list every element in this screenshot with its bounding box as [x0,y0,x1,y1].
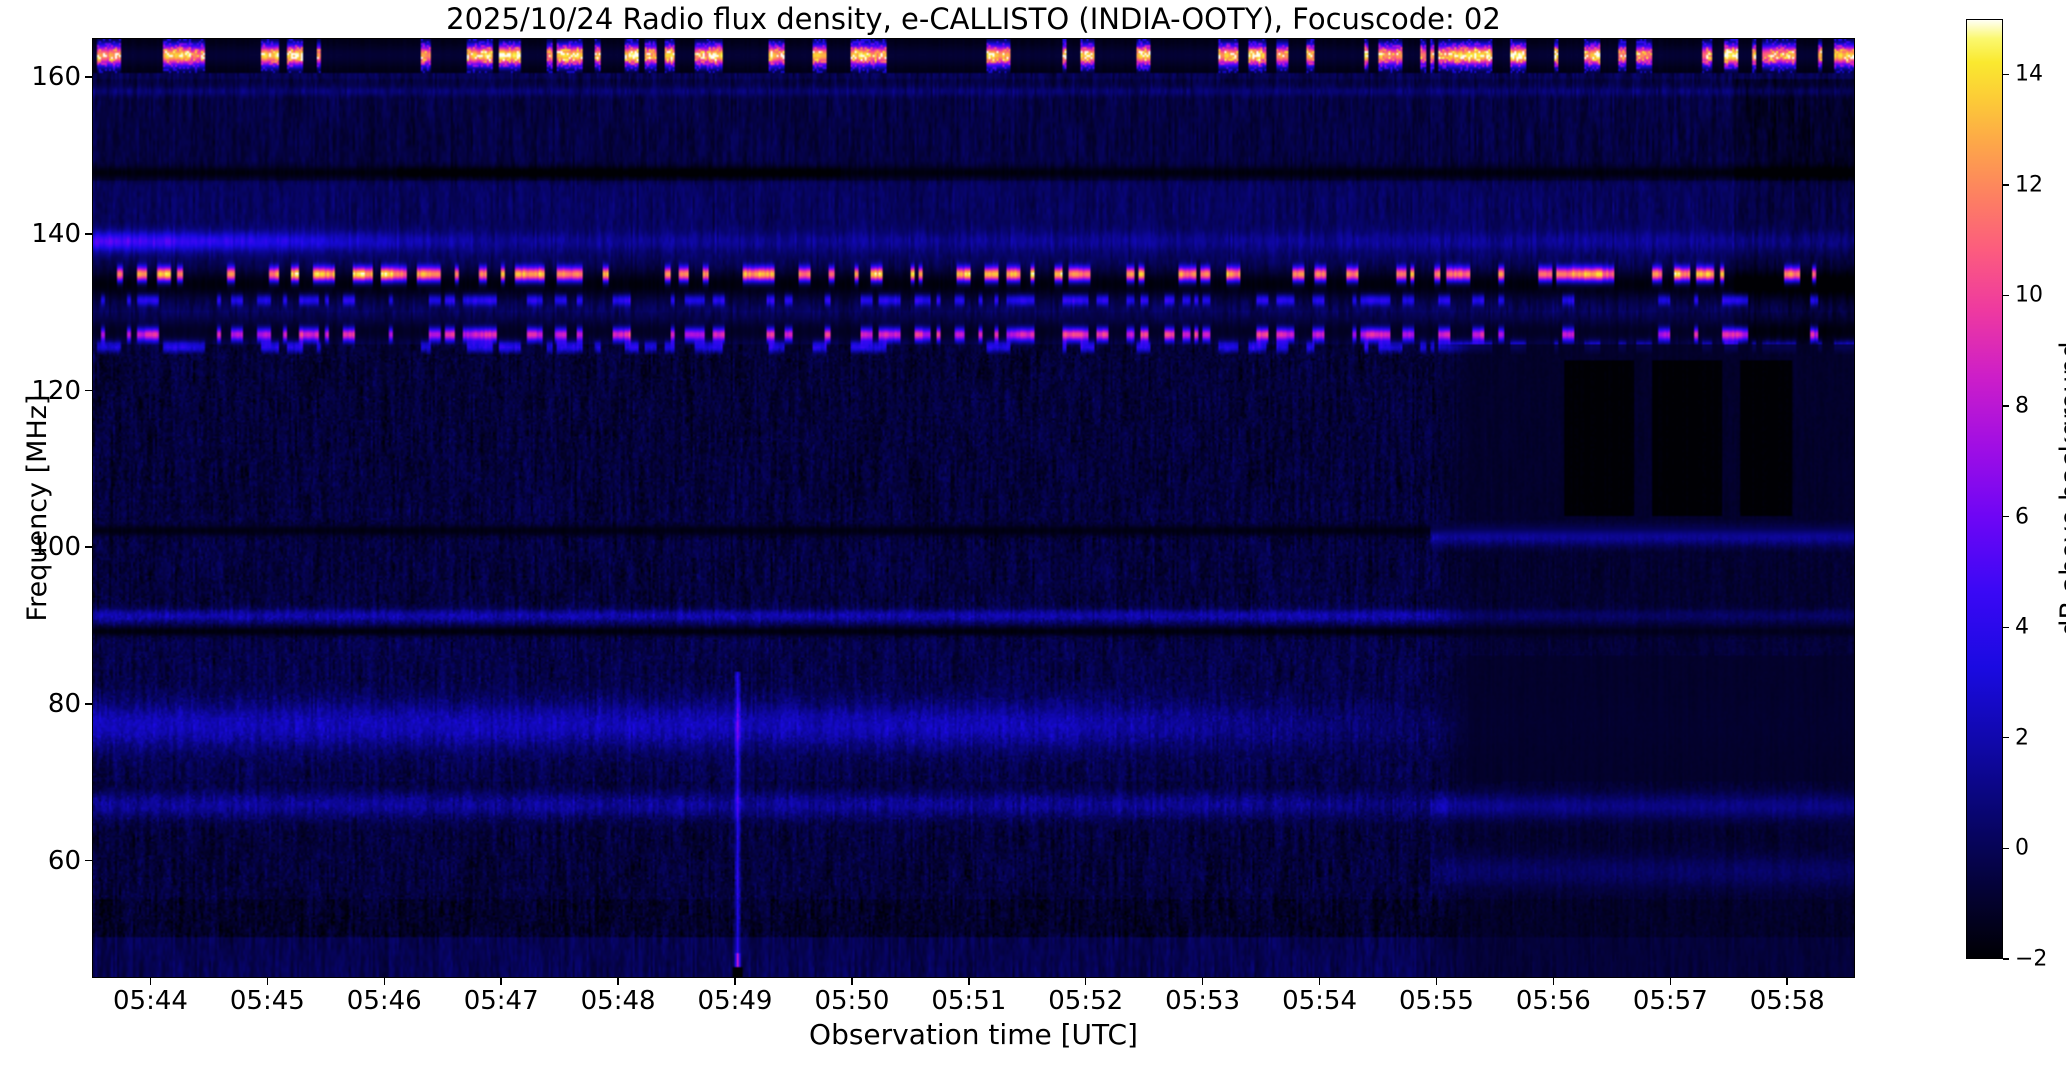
spectrogram-image [93,39,1854,977]
x-tick-mark [383,978,385,985]
chart-title: 2025/10/24 Radio flux density, e-CALLIST… [446,2,1501,36]
x-tick-label: 05:58 [1749,986,1825,1016]
spectrogram-plot-area[interactable] [92,38,1855,978]
x-tick-mark [1669,978,1671,985]
x-tick-mark [1201,978,1204,985]
x-tick-label: 05:50 [814,986,890,1016]
y-tick-label: 100 [31,532,81,563]
colorbar-tick-label: −2 [2015,946,2048,972]
colorbar-tick-mark [2003,73,2009,75]
x-tick-label: 05:56 [1515,986,1591,1016]
y-tick-label: 120 [31,375,81,406]
y-tick-label: 60 [47,845,81,876]
colorbar-tick-label: 4 [2015,614,2029,640]
x-tick-mark [1786,978,1788,985]
x-tick-mark [1085,978,1087,985]
colorbar-tick-label: 2 [2015,725,2029,751]
colorbar-tick-mark [2003,405,2009,407]
y-tick-label: 140 [31,218,81,249]
x-tick-label: 05:51 [931,986,1007,1016]
x-tick-label: 05:46 [346,986,422,1016]
colorbar-label: dB above background [2055,341,2066,637]
y-tick-label: 160 [31,62,81,93]
colorbar-tick-mark [2003,737,2009,739]
colorbar-tick-mark [2003,515,2009,518]
colorbar-tick-mark [2003,847,2009,850]
colorbar-tick-label: 12 [2015,172,2043,198]
x-tick-mark [1318,978,1321,985]
x-tick-label: 05:57 [1632,986,1708,1016]
colorbar[interactable] [1966,19,2003,959]
x-axis-label: Observation time [UTC] [809,1018,1138,1051]
y-tick-mark [85,859,92,862]
x-tick-label: 05:54 [1282,986,1358,1016]
x-tick-mark [500,978,502,985]
x-tick-mark [1435,978,1438,985]
colorbar-tick-label: 8 [2015,393,2029,419]
y-tick-mark [85,389,92,392]
x-tick-mark [617,978,619,985]
y-tick-label: 80 [47,688,81,719]
colorbar-tick-mark [2003,294,2009,297]
x-tick-label: 05:47 [463,986,539,1016]
x-tick-label: 05:45 [229,986,305,1016]
y-tick-mark [85,76,92,78]
x-tick-mark [851,978,853,985]
colorbar-tick-mark [2003,958,2009,960]
x-tick-label: 05:48 [580,986,656,1016]
x-tick-label: 05:52 [1048,986,1124,1016]
x-tick-label: 05:44 [112,986,188,1016]
x-tick-mark [266,978,269,985]
colorbar-tick-label: 14 [2015,61,2043,87]
x-tick-label: 05:55 [1398,986,1474,1016]
colorbar-tick-label: 10 [2015,282,2043,308]
x-tick-mark [149,978,152,985]
colorbar-tick-label: 0 [2015,835,2029,861]
x-tick-mark [968,978,970,985]
x-tick-label: 05:49 [697,986,773,1016]
y-tick-mark [85,703,92,705]
x-tick-label: 05:53 [1165,986,1241,1016]
colorbar-tick-mark [2003,184,2009,186]
y-tick-mark [85,233,92,235]
y-axis-label: Frequency [MHz] [22,394,53,622]
x-tick-mark [1552,978,1555,985]
colorbar-tick-mark [2003,626,2009,628]
colorbar-gradient [1967,20,2002,958]
y-tick-mark [85,546,92,548]
colorbar-tick-label: 6 [2015,504,2029,530]
x-tick-mark [734,978,736,985]
